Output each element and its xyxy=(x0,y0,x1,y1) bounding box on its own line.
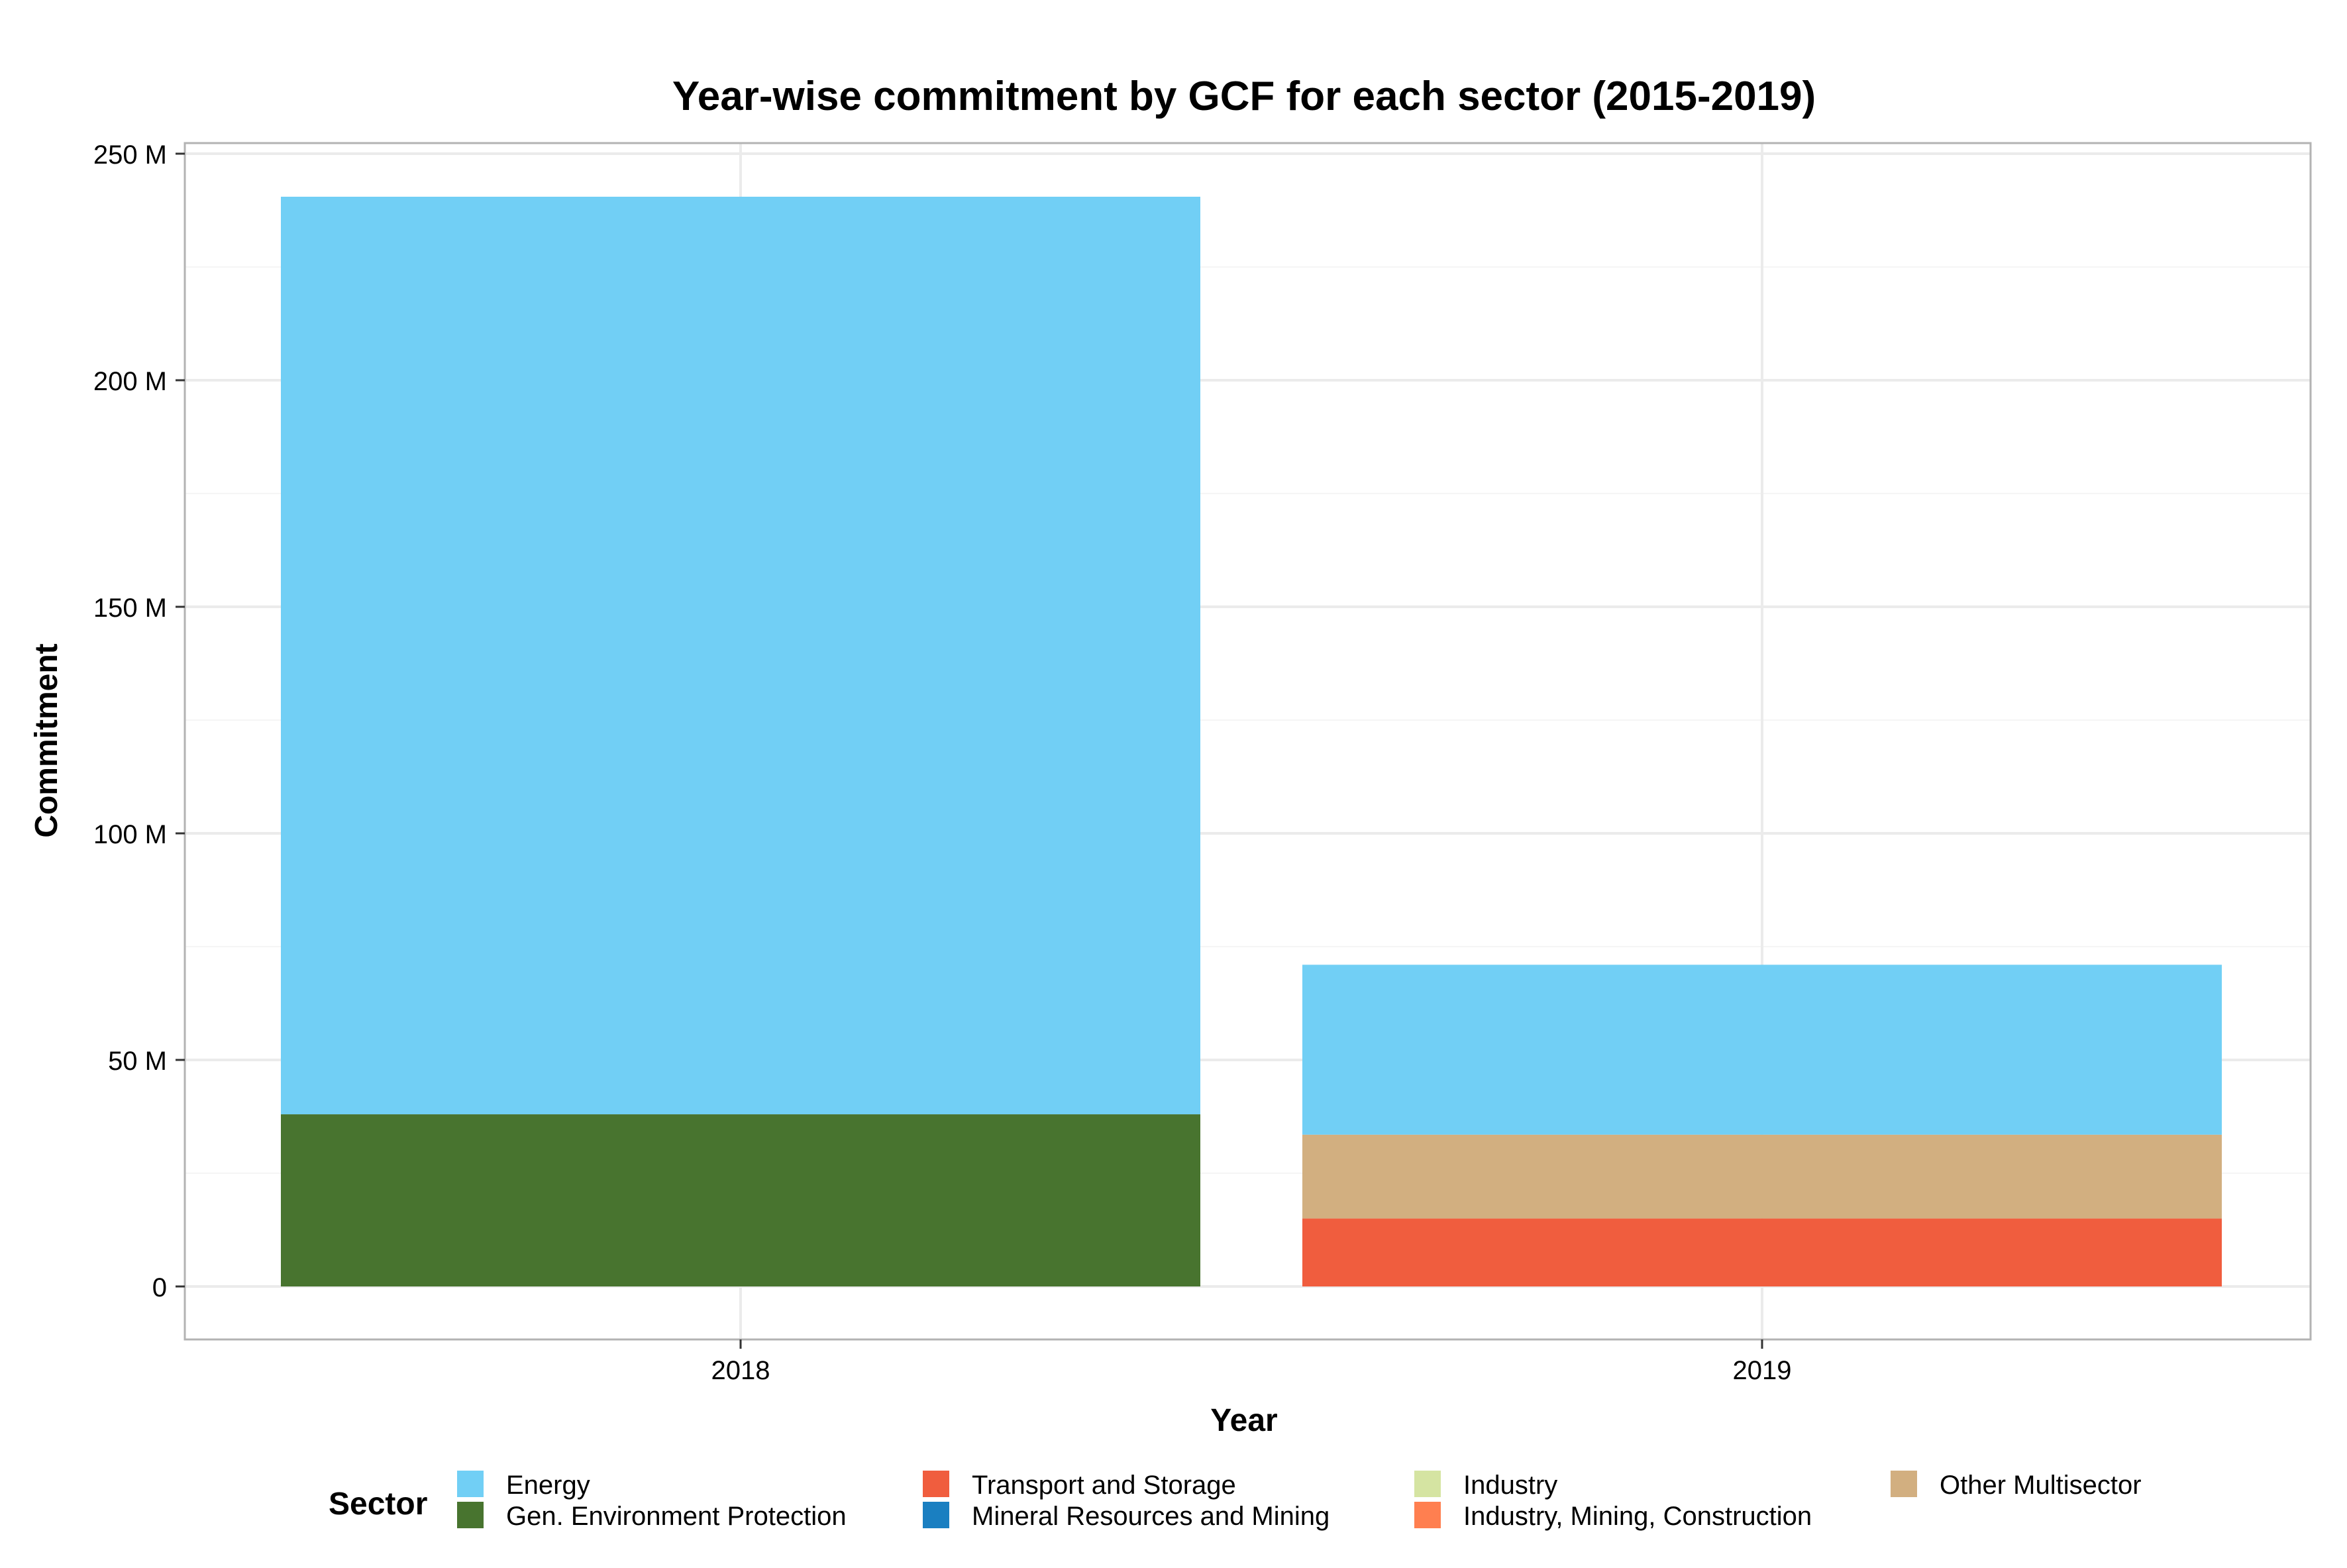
x-axis-title: Year xyxy=(1210,1403,1277,1438)
bar-segment xyxy=(1302,1218,2222,1286)
y-tick-label: 100 M xyxy=(93,820,167,849)
bars xyxy=(281,196,2222,1286)
legend-swatch xyxy=(1414,1471,1441,1497)
y-tick-label: 0 xyxy=(152,1273,167,1302)
legend-swatch xyxy=(1414,1502,1441,1528)
y-axis-title: Commitment xyxy=(29,643,64,837)
legend-label: Transport and Storage xyxy=(972,1471,1236,1500)
legend-label: Other Multisector xyxy=(1940,1471,2142,1500)
y-tick-label: 250 M xyxy=(93,140,167,170)
legend-item: Gen. Environment Protection xyxy=(457,1502,847,1531)
legend-item: Mineral Resources and Mining xyxy=(923,1502,1330,1531)
x-axis: 2018 2019 xyxy=(711,1339,1792,1385)
x-tick-label: 2018 xyxy=(711,1356,770,1385)
legend-item: Industry, Mining, Construction xyxy=(1414,1502,1812,1531)
legend-item: Transport and Storage xyxy=(923,1471,1236,1500)
legend-label: Energy xyxy=(506,1471,590,1500)
y-tick-label: 50 M xyxy=(108,1047,167,1076)
legend-item: Other Multisector xyxy=(1891,1471,2142,1500)
bar-segment xyxy=(1302,1134,2222,1219)
legend-swatch xyxy=(923,1471,949,1497)
legend-swatch xyxy=(1891,1471,1917,1497)
legend-item: Industry xyxy=(1414,1471,1557,1500)
plot-panel-border xyxy=(183,142,2312,1341)
bar-segment xyxy=(281,196,1200,1115)
legend-swatch xyxy=(457,1502,484,1528)
x-tick-label: 2019 xyxy=(1733,1356,1792,1385)
y-tick-label: 150 M xyxy=(93,594,167,623)
legend-label: Industry xyxy=(1463,1471,1557,1500)
bar-segment xyxy=(1302,965,2222,1135)
legend-swatch xyxy=(923,1502,949,1528)
bar-segment xyxy=(281,1114,1200,1286)
legend-title: Sector xyxy=(329,1487,427,1522)
y-tick-label: 200 M xyxy=(93,367,167,396)
legend-label: Mineral Resources and Mining xyxy=(972,1502,1330,1531)
legend-swatch xyxy=(457,1471,484,1497)
chart-title: Year-wise commitment by GCF for each sec… xyxy=(672,74,1816,119)
legend-item: Energy xyxy=(457,1471,590,1500)
legend-label: Industry, Mining, Construction xyxy=(1463,1502,1812,1531)
y-axis: 0 50 M 100 M 150 M 200 M 250 M xyxy=(93,140,185,1302)
legend-label: Gen. Environment Protection xyxy=(506,1502,847,1531)
